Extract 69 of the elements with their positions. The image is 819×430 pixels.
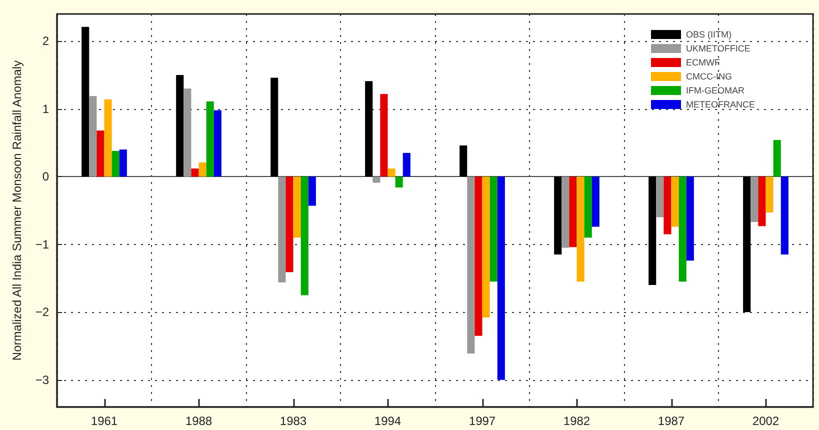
bar	[671, 176, 679, 227]
bar	[766, 176, 774, 213]
bar	[750, 176, 758, 222]
bar	[270, 78, 278, 177]
x-tick-label: 2002	[752, 414, 780, 428]
bar	[372, 176, 380, 183]
legend-label: UKMETOFFICE	[686, 44, 750, 54]
bar	[365, 81, 373, 177]
bar	[592, 176, 600, 227]
bar	[388, 168, 396, 177]
legend-label: CMCC-ING	[686, 72, 732, 82]
bar	[554, 176, 562, 255]
x-tick-label: 1997	[468, 414, 496, 428]
bar	[482, 176, 490, 318]
y-tick-label: −2	[35, 305, 50, 320]
bar	[176, 74, 184, 177]
bar	[89, 96, 97, 177]
bar	[119, 150, 127, 177]
bar	[490, 176, 498, 282]
bar	[460, 145, 468, 177]
bar	[686, 176, 694, 261]
bar	[96, 130, 104, 177]
bar	[648, 176, 656, 286]
bar	[308, 176, 316, 206]
bar	[214, 110, 222, 177]
bar	[664, 176, 672, 234]
x-tick-label: 1983	[280, 414, 307, 428]
bar	[380, 94, 388, 177]
x-tick-label: 1994	[374, 414, 402, 428]
bar	[576, 176, 584, 282]
bar	[497, 176, 505, 380]
bar	[278, 176, 286, 282]
bar	[206, 101, 214, 177]
legend-label: OBS (IITM)	[686, 30, 732, 40]
y-tick-label: 1	[42, 102, 50, 116]
bar	[395, 176, 403, 188]
bar	[293, 176, 301, 238]
bar	[300, 176, 308, 296]
legend-label: METEOFRANCE	[686, 100, 756, 110]
bar	[467, 176, 475, 354]
bar	[758, 176, 766, 226]
bar	[780, 176, 788, 255]
bar	[562, 176, 570, 248]
legend-label: IFM-GEOMAR	[686, 86, 745, 96]
x-tick-label: 1988	[185, 414, 212, 428]
bar	[112, 150, 120, 177]
x-tick-label: 1987	[658, 414, 685, 428]
x-tick-label: 1982	[563, 414, 590, 428]
x-tick-label: 1961	[90, 414, 118, 428]
bar	[286, 176, 294, 272]
bar	[198, 162, 206, 177]
bar	[569, 176, 577, 248]
y-tick-label: 2	[42, 34, 50, 48]
y-tick-label: 0	[42, 170, 50, 184]
y-tick-label: −1	[35, 237, 50, 252]
y-axis-title: Normalized All India Summer Monsoon Rainfall Anomaly	[10, 60, 24, 361]
bar	[474, 176, 482, 336]
bar	[743, 176, 751, 312]
bar	[82, 26, 90, 177]
bar	[773, 140, 781, 177]
bar	[402, 152, 410, 177]
bar	[191, 168, 199, 177]
bar	[184, 88, 192, 177]
bar	[656, 176, 664, 218]
bar	[584, 176, 592, 238]
bar	[678, 176, 686, 282]
bar	[104, 99, 112, 177]
y-tick-label: −3	[35, 372, 50, 387]
legend-label: ECMWF	[686, 58, 720, 68]
